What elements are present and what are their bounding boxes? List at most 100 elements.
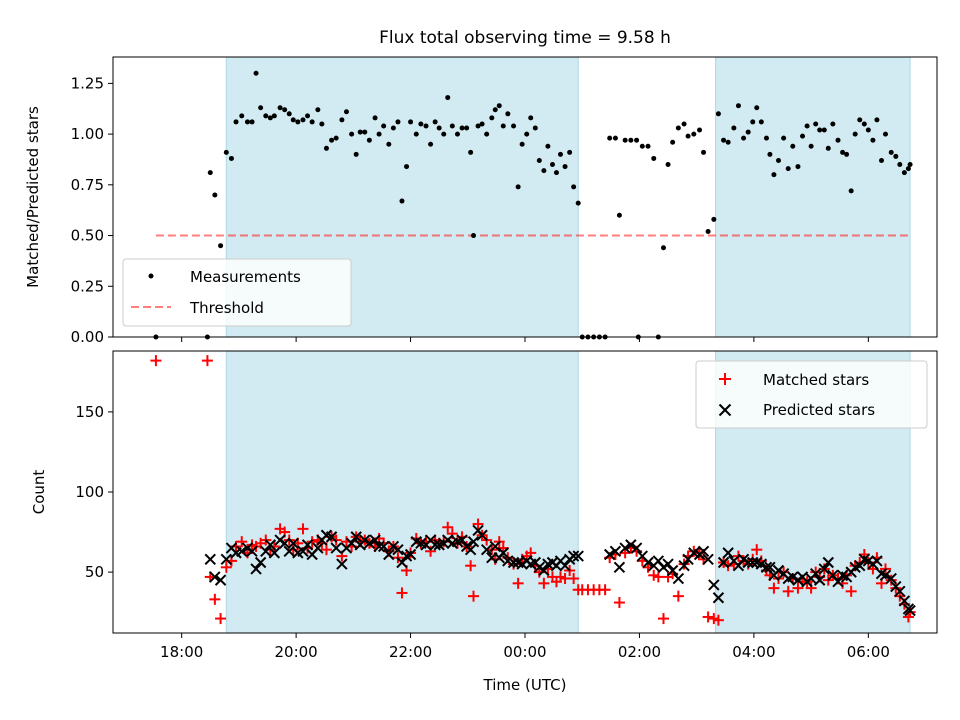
measurement-point: [271, 113, 277, 119]
predicted-star-point: [662, 558, 674, 570]
predicted-star-point: [619, 542, 631, 554]
measurement-point: [557, 151, 563, 157]
predicted-star-point: [268, 547, 281, 559]
measurement-point: [795, 164, 801, 170]
measurement-point: [496, 103, 502, 109]
measurement-point: [395, 119, 401, 125]
measurement-point: [567, 149, 573, 155]
measurement-point: [813, 121, 819, 127]
measurement-point: [329, 137, 335, 143]
predicted-star-point: [702, 553, 714, 566]
predicted-star-point: [236, 545, 248, 557]
bottom-shade-0: [225, 350, 579, 634]
predicted-star-point: [209, 571, 221, 583]
measurement-point: [852, 131, 858, 137]
measurement-point: [715, 111, 721, 117]
predicted-star-point: [894, 585, 906, 598]
measurement-point: [362, 129, 368, 135]
predicted-star-point: [787, 571, 799, 583]
predicted-star-point: [818, 563, 830, 575]
measurement-point: [315, 107, 321, 113]
measurement-point: [785, 166, 791, 172]
measurement-point: [767, 151, 773, 157]
measurement-point: [817, 127, 823, 133]
measurement-point: [888, 149, 894, 155]
matched-star-point: [297, 523, 309, 535]
measurement-point: [333, 135, 339, 141]
measurement-point: [339, 117, 345, 123]
predicted-star-point: [697, 545, 710, 557]
measurement-point: [790, 143, 796, 149]
measurement-point: [893, 153, 899, 159]
measurement-points: [153, 70, 913, 340]
measurement-point: [489, 115, 495, 121]
bottom-ytick-label: 150: [75, 403, 104, 421]
measurement-point: [505, 111, 511, 117]
measurement-point: [821, 127, 827, 133]
measurement-point: [277, 105, 283, 111]
predicted-star-point: [722, 547, 734, 559]
bottom-xtick-label: 20:00: [274, 643, 317, 661]
matched-star-point: [512, 577, 524, 589]
predicted-star-point: [572, 550, 584, 562]
measurement-point: [218, 243, 224, 249]
predicted-star-point: [392, 543, 404, 556]
top-panel: 0.00 0.25 0.50 0.75 1.00 1.25 Matched/Predict…: [24, 56, 938, 346]
matched-star-point: [657, 613, 669, 625]
matched-star-point: [712, 614, 724, 626]
measurement-point: [207, 170, 213, 176]
matched-star-point: [236, 536, 248, 548]
bottom-xtick-label: 00:00: [503, 643, 546, 661]
bottom-legend-box: [695, 360, 928, 429]
measurement-point: [907, 162, 913, 168]
measurement-point: [349, 131, 355, 137]
measurement-point: [675, 125, 681, 131]
measurement-point: [212, 192, 218, 198]
matched-star-point: [782, 585, 794, 597]
bottom-xtick-label: 04:00: [732, 643, 775, 661]
predicted-star-point: [666, 564, 679, 577]
measurement-point: [825, 145, 831, 151]
measurement-point: [244, 119, 250, 125]
measurement-point: [745, 129, 751, 135]
predicted-star-point: [312, 542, 324, 554]
predicted-star-point: [603, 548, 616, 561]
predicted-star-point: [254, 556, 267, 569]
measurement-point: [553, 170, 559, 176]
top-legend-box: [122, 258, 352, 327]
measurement-point: [721, 137, 727, 143]
measurement-point: [731, 125, 737, 131]
predicted-star-point: [377, 540, 390, 553]
top-x-ticks: [181, 337, 869, 342]
predicted-star-point: [559, 559, 571, 572]
predicted-star-point: [283, 545, 295, 557]
measurement-point: [436, 125, 442, 131]
matched-star-point: [150, 355, 162, 367]
predicted-star-point: [301, 539, 314, 551]
predicted-star-point: [708, 579, 720, 591]
predicted-star-point: [264, 539, 277, 551]
matched-star-point: [472, 518, 484, 530]
top-y-axis-label: Matched/Predicted stars: [24, 106, 42, 288]
measurement-point: [701, 149, 707, 155]
matched-star-point: [215, 613, 227, 625]
predicted-star-point: [813, 574, 826, 586]
measurement-point: [612, 135, 618, 141]
predicted-star-point: [712, 592, 725, 604]
matched-star-point: [768, 582, 780, 594]
matched-star-point: [396, 587, 408, 599]
measurement-point: [295, 119, 301, 125]
predicted-star-point: [373, 540, 385, 553]
predicted-star-point: [642, 556, 654, 569]
matched-star-point: [320, 544, 332, 556]
predicted-star-point: [278, 537, 291, 549]
measurement-point: [835, 137, 841, 143]
x-axis-label: Time (UTC): [483, 676, 567, 694]
measurement-point: [366, 137, 372, 143]
predicted-star-point: [330, 542, 342, 554]
measurement-point: [413, 131, 419, 137]
measurement-point: [319, 121, 325, 127]
matched-stars-points: [150, 355, 916, 626]
measurement-point: [865, 127, 871, 133]
